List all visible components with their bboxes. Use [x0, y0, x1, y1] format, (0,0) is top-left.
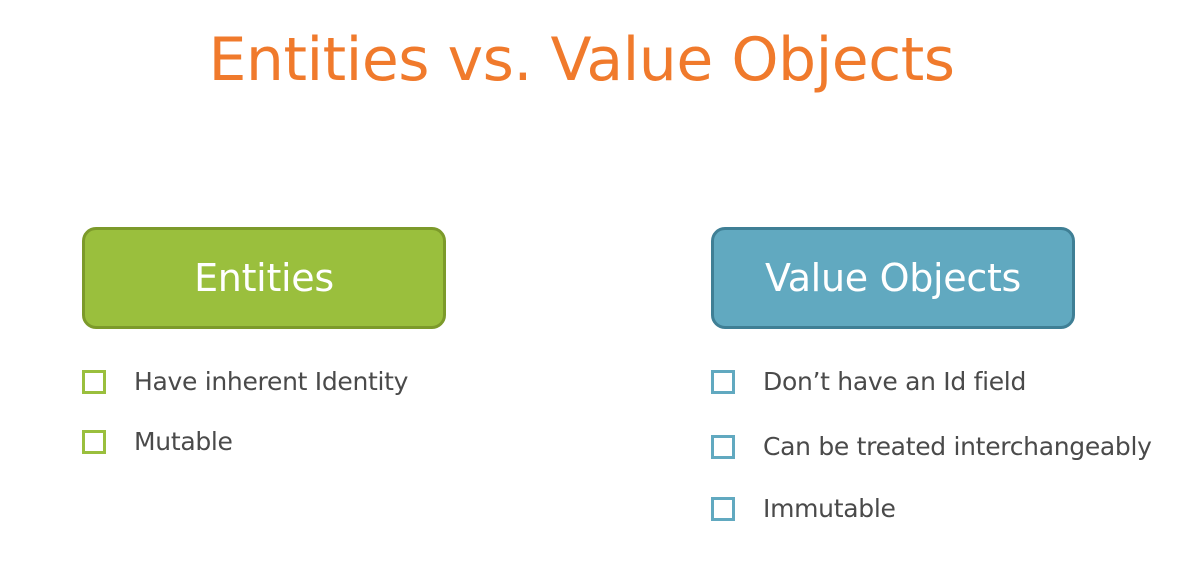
checkbox-icon — [711, 369, 735, 394]
slide-title: Entities vs. Value Objects — [208, 25, 956, 95]
entities-item-label: Have inherent Identity — [134, 367, 409, 396]
value-objects-heading-box: Value Objects — [711, 227, 1075, 329]
value-objects-heading: Value Objects — [764, 256, 1022, 300]
checkbox-icon — [82, 369, 106, 394]
entities-heading-box: Entities — [82, 227, 446, 329]
value-objects-column: Value Objects Don’t have an Id field Can… — [711, 227, 1152, 523]
list-item: Have inherent Identity — [82, 367, 408, 396]
value-objects-item-label: Don’t have an Id field — [763, 367, 1027, 396]
entities-column: Entities Have inherent Identity Mutable — [82, 227, 446, 456]
list-item: Don’t have an Id field — [711, 367, 1026, 396]
entities-heading: Entities — [194, 256, 334, 300]
list-item: Can be treated interchangeably — [711, 432, 1152, 461]
checkbox-icon — [711, 496, 735, 521]
value-objects-item-label: Immutable — [763, 494, 896, 523]
checkbox-icon — [711, 434, 735, 459]
entities-item-label: Mutable — [134, 427, 233, 456]
list-item: Mutable — [82, 427, 233, 456]
list-item: Immutable — [711, 494, 896, 523]
checkbox-icon — [82, 429, 106, 454]
value-objects-item-label: Can be treated interchangeably — [763, 432, 1152, 461]
